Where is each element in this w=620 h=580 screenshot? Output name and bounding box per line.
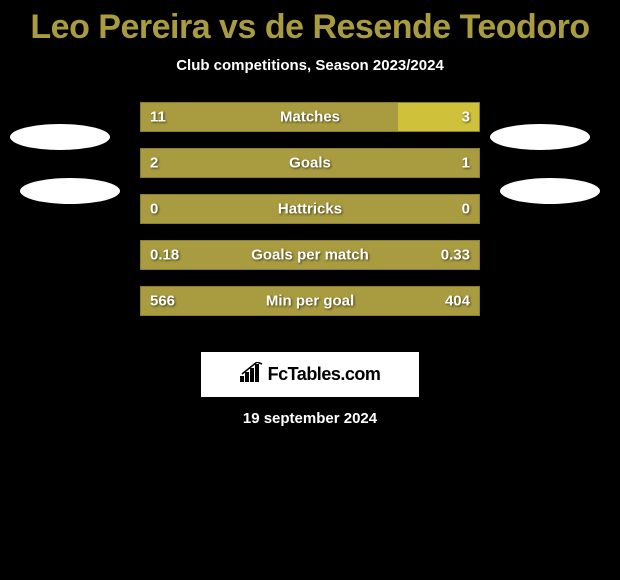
- bar-container: [140, 240, 480, 270]
- comparison-row: Min per goal566404: [0, 286, 620, 316]
- bar-container: [140, 148, 480, 178]
- side-ellipse: [500, 178, 600, 204]
- page-subtitle: Club competitions, Season 2023/2024: [0, 57, 620, 74]
- date-text: 19 september 2024: [0, 410, 620, 427]
- bar-container: [140, 102, 480, 132]
- bar-left: [141, 195, 479, 223]
- bar-left: [141, 103, 398, 131]
- comparison-row: Goals per match0.180.33: [0, 240, 620, 270]
- logo-text: FcTables.com: [268, 364, 381, 385]
- side-ellipse: [490, 124, 590, 150]
- bar-left: [141, 149, 479, 177]
- logo-chart-icon: [240, 362, 264, 387]
- side-ellipse: [20, 178, 120, 204]
- bar-left: [141, 241, 479, 269]
- bar-right: [398, 103, 479, 131]
- comparison-row: Goals21: [0, 148, 620, 178]
- page-title: Leo Pereira vs de Resende Teodoro: [0, 0, 620, 47]
- bar-container: [140, 286, 480, 316]
- logo-box: FcTables.com: [201, 352, 419, 397]
- side-ellipse: [10, 124, 110, 150]
- bar-left: [141, 287, 479, 315]
- bar-container: [140, 194, 480, 224]
